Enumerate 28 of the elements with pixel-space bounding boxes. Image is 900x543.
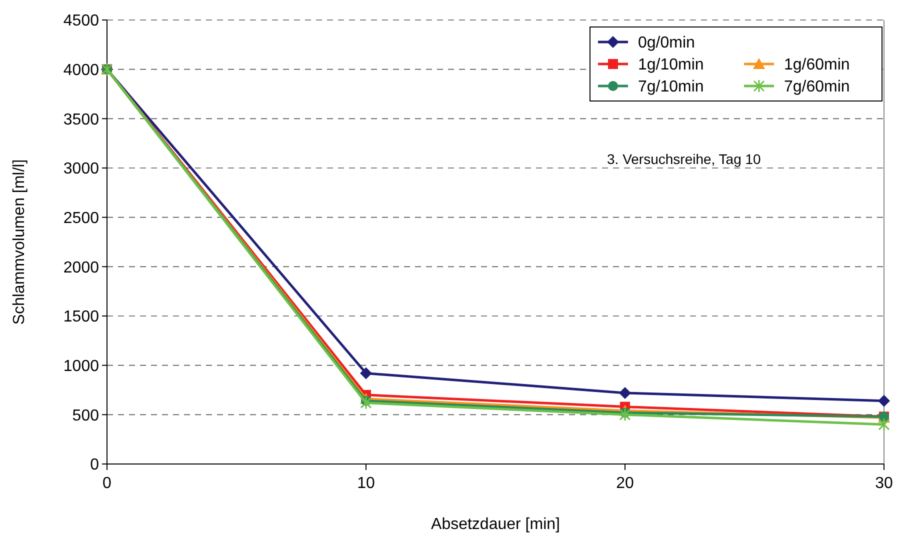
- legend-label: 7g/10min: [638, 78, 704, 96]
- x-axis-title: Absetzdauer [min]: [431, 516, 560, 533]
- y-tick-label: 0: [90, 456, 100, 474]
- x-tick-label: 20: [616, 475, 634, 492]
- x-tick-label: 0: [102, 475, 112, 492]
- legend-label: 0g/0min: [638, 34, 695, 52]
- point: [360, 367, 372, 380]
- y-tick-label: 4000: [63, 62, 100, 79]
- x-tick-label: 30: [875, 475, 893, 492]
- point: [619, 386, 631, 399]
- x-tick-label: 10: [357, 475, 375, 492]
- y-tick-label: 4500: [63, 12, 100, 30]
- point: [878, 394, 890, 407]
- y-tick-label: 500: [72, 407, 100, 424]
- y-tick-label: 3500: [63, 111, 100, 128]
- y-tick-label: 1000: [63, 358, 100, 375]
- point: [619, 408, 631, 422]
- legend-label: 1g/10min: [638, 56, 704, 74]
- point: [360, 396, 372, 410]
- y-tick-label: 3000: [63, 160, 100, 178]
- y-tick-label: 2500: [63, 210, 100, 227]
- legend-label: 1g/60min: [784, 56, 850, 74]
- legend-label: 7g/60min: [784, 78, 850, 96]
- point: [878, 418, 890, 432]
- y-tick-label: 1500: [63, 308, 100, 326]
- y-axis-title: Schlammvolumen [ml/l]: [11, 159, 28, 325]
- annotation: 3. Versuchsreihe, Tag 10: [607, 151, 762, 167]
- y-tick-label: 2000: [63, 259, 100, 276]
